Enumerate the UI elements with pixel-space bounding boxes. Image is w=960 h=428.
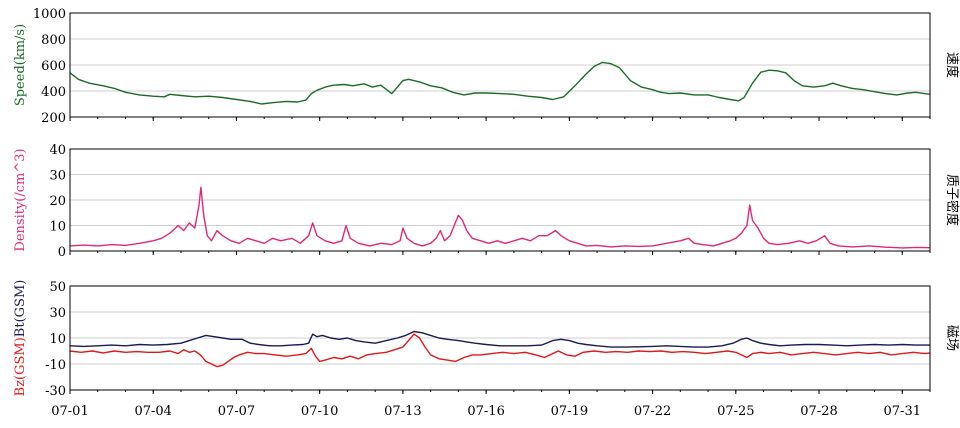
speed-right-label: 速度 — [944, 52, 960, 78]
field-y-tick-label: -10 — [45, 358, 66, 373]
speed-plot-frame — [69, 12, 931, 118]
speed-y-tick-label: 1000 — [33, 7, 66, 22]
speed-y-axis-label: Speed(km/s) — [13, 24, 28, 106]
x-tick-label: 07-31 — [884, 404, 921, 419]
field-right-label: 磁场 — [944, 325, 959, 351]
field-y-axis-label-part: Bz(GSM) — [13, 337, 28, 396]
x-tick-label: 07-28 — [800, 404, 837, 419]
x-tick-label: 07-04 — [134, 404, 171, 419]
x-tick-label: 07-25 — [717, 404, 754, 419]
panel-speed: 200 400 600 800 1000 Speed(km/s) 速度 — [13, 7, 960, 126]
x-tick-label: 07-13 — [384, 404, 421, 419]
field-y-axis-label-part: Bt(GSM) — [13, 280, 28, 338]
density-plot-frame — [69, 148, 931, 252]
speed-y-tick-label: 800 — [41, 33, 66, 48]
field-y-tick-label: 10 — [49, 332, 66, 347]
field-y-axis-label: Bz(GSM)Bt(GSM) — [13, 280, 28, 397]
density-y-tick-label: 20 — [49, 194, 66, 209]
field-y-tick-label: 50 — [49, 280, 66, 295]
bz-series-line — [69, 333, 931, 368]
density-y-tick-label: 30 — [49, 169, 66, 184]
field-y-tick-label: -30 — [45, 384, 66, 399]
bt-series-line — [69, 330, 930, 348]
density-y-tick-label: 0 — [58, 245, 66, 260]
panel-field: -30 -10 10 30 50 Bz(GSM)Bt(GSM) 磁场 — [13, 280, 959, 399]
speed-y-tick-label: 400 — [41, 85, 66, 100]
x-tick-label: 07-10 — [301, 404, 338, 419]
density-right-label: 质子密度 — [944, 174, 960, 226]
speed-y-tick-label: 600 — [41, 59, 66, 74]
density-y-axis-label: Density(/cm^3) — [13, 148, 28, 251]
panel-density: 0 10 20 30 40 Density(/cm^3) 质子密度 — [13, 143, 960, 260]
x-tick-label: 07-01 — [51, 404, 88, 419]
x-tick-label: 07-07 — [218, 404, 255, 419]
field-plot-frame — [69, 285, 931, 391]
x-tick-label: 07-16 — [467, 404, 504, 419]
density-series-line — [69, 186, 931, 249]
x-tick-label: 07-19 — [551, 404, 588, 419]
x-tick-label: 07-22 — [634, 404, 671, 419]
density-y-tick-label: 40 — [49, 143, 66, 158]
speed-y-tick-label: 200 — [41, 111, 66, 126]
density-y-tick-label: 10 — [49, 220, 66, 235]
field-y-tick-label: 30 — [49, 306, 66, 321]
speed-series-line — [69, 61, 931, 105]
